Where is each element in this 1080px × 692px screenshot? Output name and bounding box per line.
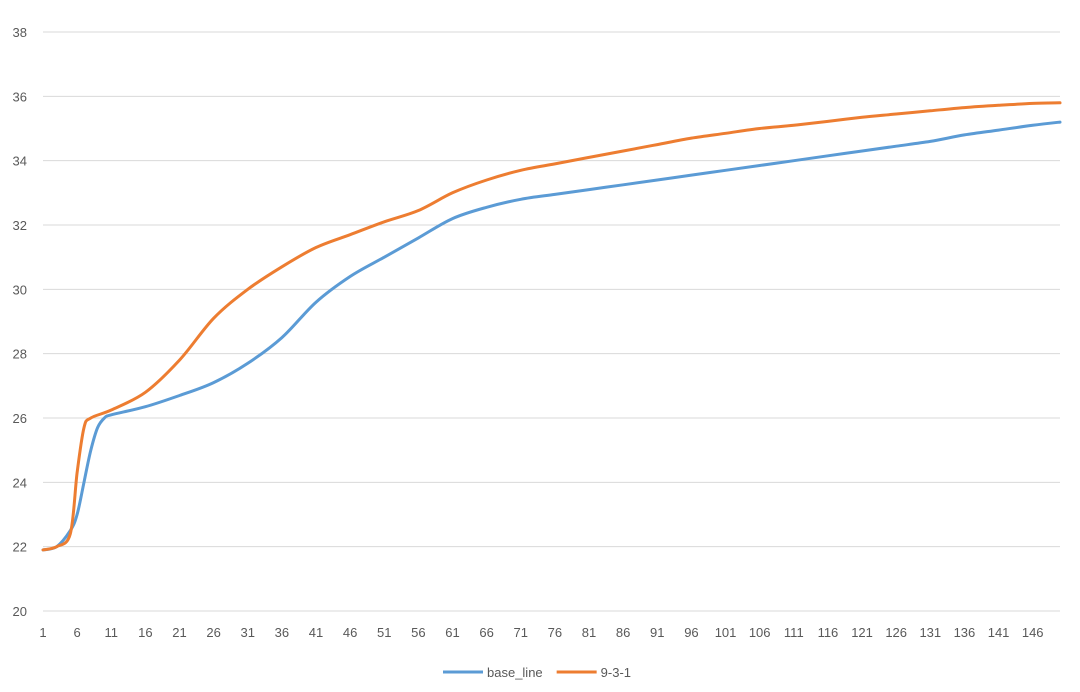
y-tick-label: 32: [13, 218, 27, 233]
x-tick-label: 86: [616, 625, 630, 640]
x-tick-label: 21: [172, 625, 186, 640]
x-tick-label: 101: [715, 625, 737, 640]
x-tick-label: 31: [241, 625, 255, 640]
legend-label: 9-3-1: [601, 665, 631, 680]
x-tick-label: 126: [885, 625, 907, 640]
y-tick-label: 26: [13, 411, 27, 426]
x-tick-label: 11: [105, 625, 119, 640]
y-tick-label: 34: [13, 154, 27, 169]
x-tick-label: 36: [275, 625, 289, 640]
series-line-base_line: [41, 120, 1062, 552]
y-axis-ticks: 20 22 24 26 28 30 32 34 36 38: [13, 25, 27, 619]
x-tick-label: 96: [684, 625, 698, 640]
grid-lines: [43, 31, 1060, 612]
x-tick-label: 116: [818, 625, 839, 640]
x-tick-label: 6: [74, 625, 81, 640]
x-tick-label: 66: [479, 625, 493, 640]
x-tick-label: 136: [954, 625, 976, 640]
x-tick-label: 46: [343, 625, 357, 640]
x-tick-label: 16: [138, 625, 152, 640]
legend-label: base_line: [487, 665, 543, 680]
x-axis-ticks: 1 6 11 16 21 26 31 36 41 46 51 56 61 66 71 76 81 86 91 96 10…: [39, 625, 1043, 640]
y-tick-label: 30: [13, 282, 27, 297]
x-tick-label: 71: [514, 625, 528, 640]
y-tick-label: 36: [13, 89, 27, 104]
y-tick-label: 20: [13, 604, 27, 619]
series-line-9-3-1: [41, 101, 1062, 552]
x-tick-label: 56: [411, 625, 425, 640]
x-tick-label: 146: [1022, 625, 1044, 640]
x-tick-label: 76: [548, 625, 562, 640]
x-tick-label: 61: [445, 625, 459, 640]
x-tick-label: 141: [988, 625, 1010, 640]
y-tick-label: 38: [13, 25, 27, 40]
series-lines: [41, 101, 1062, 552]
x-tick-label: 26: [206, 625, 220, 640]
x-tick-label: 131: [919, 625, 941, 640]
x-tick-label: 106: [749, 625, 771, 640]
y-tick-label: 28: [13, 347, 27, 362]
x-tick-label: 1: [39, 625, 46, 640]
x-tick-label: 51: [377, 625, 391, 640]
x-tick-label: 81: [582, 625, 596, 640]
x-tick-label: 121: [851, 625, 873, 640]
x-tick-label: 91: [650, 625, 664, 640]
legend: base_line 9-3-1: [443, 665, 631, 680]
x-tick-label: 41: [309, 625, 323, 640]
y-tick-label: 24: [13, 475, 27, 490]
x-tick-label: 111: [784, 625, 804, 640]
y-tick-label: 22: [13, 540, 27, 555]
